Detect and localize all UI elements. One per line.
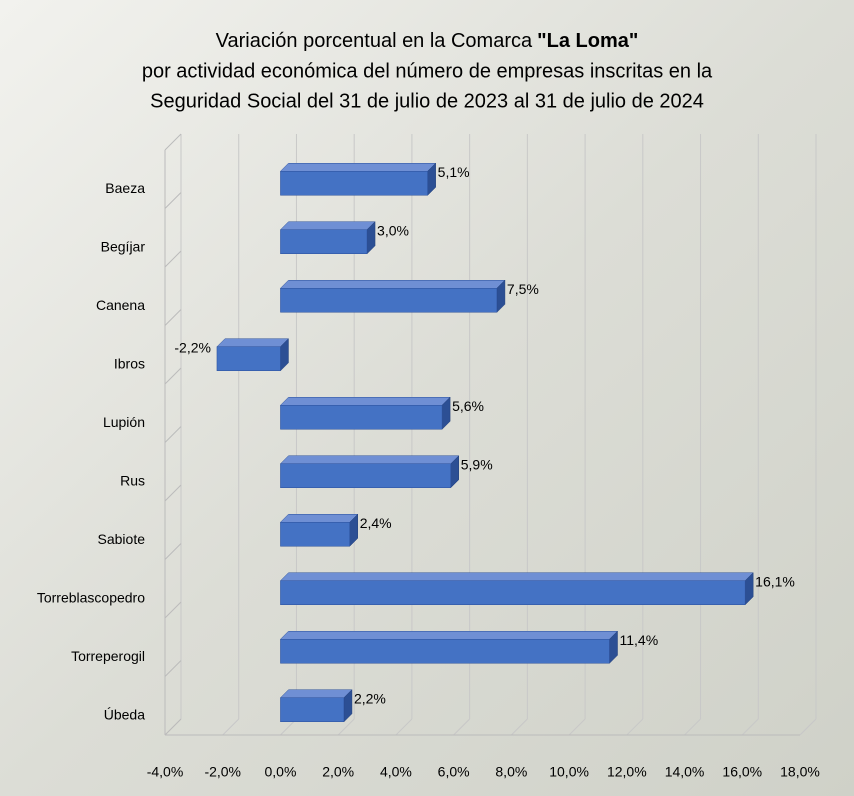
bar xyxy=(280,229,368,254)
bar xyxy=(280,639,610,664)
grid-floor xyxy=(568,718,586,736)
y-tick-label: Lupión xyxy=(103,414,145,430)
data-label: 2,4% xyxy=(360,515,392,531)
chart-title: Variación porcentual en la Comarca "La Lo… xyxy=(216,30,639,52)
x-tick-label: 2,0% xyxy=(322,764,354,780)
bar-top xyxy=(216,338,290,347)
y-tick-label: Canena xyxy=(96,297,145,313)
grid-floor xyxy=(395,718,413,736)
bar xyxy=(280,288,498,313)
bar xyxy=(216,346,281,371)
x-tick-label: 16,0% xyxy=(722,764,762,780)
grid-floor xyxy=(684,718,701,736)
bar xyxy=(280,697,345,722)
wall-line xyxy=(164,601,182,619)
x-tick-label: -4,0% xyxy=(147,764,184,780)
bar-top xyxy=(279,572,754,581)
bar xyxy=(280,522,350,547)
grid-floor xyxy=(222,718,240,736)
bar xyxy=(280,463,452,488)
bar xyxy=(280,171,428,196)
bar xyxy=(280,405,443,430)
wall-line xyxy=(164,426,182,443)
x-tick-label: 14,0% xyxy=(665,764,705,780)
bar-top xyxy=(279,514,359,523)
x-tick-label: 8,0% xyxy=(495,764,527,780)
x-tick-label: 18,0% xyxy=(780,764,820,780)
data-label: 16,1% xyxy=(755,573,795,589)
grid-floor xyxy=(337,718,355,736)
wall-line xyxy=(164,484,182,502)
data-label: 5,9% xyxy=(461,456,493,472)
data-label: 5,1% xyxy=(438,164,470,180)
x-tick-label: -2,0% xyxy=(204,764,241,780)
grid-floor xyxy=(453,718,470,736)
grid-floor xyxy=(799,718,817,736)
bar-top xyxy=(279,631,619,640)
grid-floor xyxy=(741,718,759,736)
bar-top xyxy=(279,163,437,172)
data-label: 5,6% xyxy=(452,398,484,414)
chart-title-line: Seguridad Social del 31 de julio de 2023… xyxy=(150,90,704,112)
data-label: -2,2% xyxy=(174,339,211,355)
x-tick-label: 0,0% xyxy=(264,764,296,780)
bar-top xyxy=(279,397,451,406)
x-tick-label: 6,0% xyxy=(438,764,470,780)
title-emphasis: "La Loma" xyxy=(537,30,638,52)
data-label: 11,4% xyxy=(620,632,659,648)
wall-line xyxy=(164,543,182,560)
y-tick-label: Torreperogil xyxy=(71,648,145,664)
bar-top xyxy=(279,280,506,289)
data-label: 7,5% xyxy=(507,281,539,297)
bar-top xyxy=(279,455,460,464)
title-lead: Variación porcentual en la Comarca xyxy=(216,30,533,52)
x-tick-label: 12,0% xyxy=(607,764,647,780)
wall-line xyxy=(164,133,182,151)
data-label: 3,0% xyxy=(377,222,409,238)
y-tick-label: Begíjar xyxy=(101,238,146,254)
grid-floor xyxy=(626,718,644,736)
x-tick-label: 4,0% xyxy=(380,764,412,780)
x-tick-label: 10,0% xyxy=(549,764,589,780)
wall-line xyxy=(164,250,182,268)
y-tick-label: Rus xyxy=(120,472,145,488)
y-tick-label: Úbeda xyxy=(104,706,145,722)
y-tick-label: Sabiote xyxy=(98,531,146,547)
y-tick-label: Ibros xyxy=(114,355,145,371)
wall-line xyxy=(164,367,182,385)
wall-line xyxy=(164,660,182,677)
wall-line xyxy=(164,718,182,736)
bar-top xyxy=(279,689,353,698)
y-tick-label: Baeza xyxy=(105,180,145,196)
y-tick-label: Torreblascopedro xyxy=(37,589,145,605)
grid-floor xyxy=(511,718,528,736)
data-label: 2,2% xyxy=(354,690,386,706)
bar-top xyxy=(279,221,376,230)
chart-title-line: por actividad económica del número de em… xyxy=(142,60,713,82)
wall-line xyxy=(164,309,182,326)
wall-line xyxy=(164,192,182,209)
bar xyxy=(280,580,746,605)
